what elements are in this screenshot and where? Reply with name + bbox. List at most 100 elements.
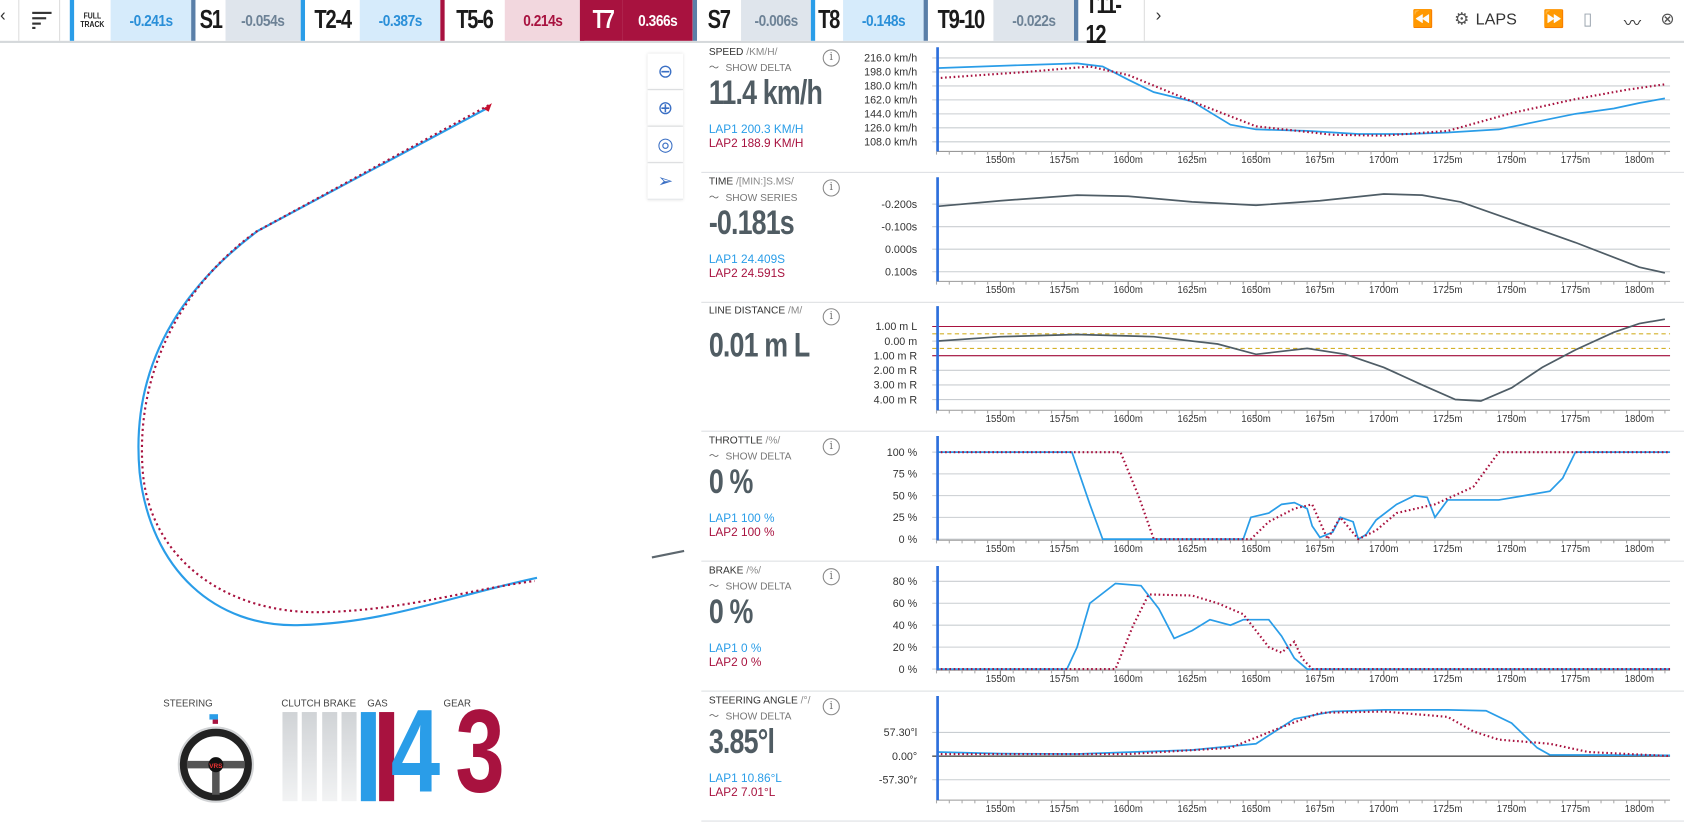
- info-icon[interactable]: i: [822, 308, 840, 326]
- fast-forward-icon[interactable]: ⏩: [1543, 10, 1565, 29]
- chevron-left-icon[interactable]: ‹: [0, 6, 6, 25]
- lap1-value: LAP1 0 %: [708, 642, 762, 655]
- x-tick-label: 1800m: [1625, 674, 1655, 685]
- current-value: 0 %: [708, 461, 754, 501]
- x-tick-label: 1775m: [1561, 803, 1591, 814]
- track-map[interactable]: [0, 43, 644, 687]
- panel-line-distance: LINE DISTANCE /M/0.01 m L i 1.00 m L 0.00 m…: [701, 302, 1684, 433]
- sector-delta[interactable]: -0.054s: [225, 0, 301, 41]
- delta-value: -0.054s: [241, 11, 286, 30]
- toggle-label: SHOW DELTA: [725, 62, 792, 75]
- y-tick-label: 0.100s: [885, 266, 917, 278]
- panel-label: TIME: [708, 175, 734, 188]
- zoom-out-button[interactable]: ⊖: [647, 53, 684, 91]
- laps-button[interactable]: LAPS: [1475, 10, 1517, 29]
- car-position-marker: [483, 103, 492, 112]
- compass-button[interactable]: ◎: [647, 126, 684, 164]
- sector-name: T7: [593, 5, 615, 35]
- close-circle-icon[interactable]: ⊗: [1660, 10, 1675, 29]
- x-tick-label: 1575m: [1050, 803, 1080, 814]
- zoom-in-button[interactable]: ⊕: [647, 90, 684, 127]
- lap1-trace: [137, 106, 538, 627]
- info-icon[interactable]: i: [822, 179, 840, 197]
- panel-unit: /%/: [746, 564, 762, 577]
- x-tick-label: 1600m: [1113, 285, 1143, 296]
- x-tick-label: 1675m: [1305, 155, 1335, 166]
- full-track-button[interactable]: FULL TRACK: [69, 0, 111, 41]
- sector-delta[interactable]: 0.366s: [622, 0, 693, 41]
- map-icon[interactable]: ▯: [1583, 10, 1593, 29]
- info-icon[interactable]: i: [822, 567, 840, 586]
- full-track-delta[interactable]: -0.241s: [110, 0, 192, 41]
- sector-t5-6[interactable]: T5-6: [440, 0, 505, 41]
- brake-bar-lap2: [341, 712, 357, 802]
- map-scale-line: [651, 549, 685, 559]
- gas-label: GAS: [367, 698, 388, 709]
- sector-delta[interactable]: -0.022s: [993, 0, 1074, 41]
- y-tick-label: 2.00 m R: [874, 366, 918, 378]
- show-toggle[interactable]: 〜 SHOW DELTA: [709, 59, 792, 74]
- info-icon[interactable]: i: [822, 438, 840, 456]
- chart[interactable]: 100 % 75 % 50 % 25 % 0 % 1550m 1575m 1600m 1625m…: [701, 432, 1684, 561]
- chart[interactable]: 216.0 km/h 198.0 km/h 180.0 km/h 162.0 km/h…: [701, 43, 1684, 172]
- x-tick-label: 1775m: [1561, 285, 1591, 296]
- sector-t11-12[interactable]: T11-12: [1073, 0, 1144, 49]
- sector-name: T2-4: [314, 5, 352, 35]
- show-toggle[interactable]: 〜 SHOW DELTA: [709, 578, 792, 593]
- panel-brake: BRAKE /%/〜 SHOW DELTA 0 % LAP1 0 % LAP2 0 % i…: [701, 561, 1684, 692]
- show-toggle[interactable]: 〜 SHOW DELTA: [709, 448, 792, 463]
- chart[interactable]: 57.30°l 0.00° -57.30°r 1550m 1575m 1600m 1625m…: [701, 691, 1684, 820]
- panel-title: STEERING ANGLE /°/: [709, 694, 811, 706]
- sector-delta[interactable]: -0.006s: [741, 0, 811, 41]
- x-tick-label: 1575m: [1050, 155, 1080, 166]
- chart-line-icon[interactable]: 〰: [1623, 15, 1642, 34]
- x-tick-label: 1725m: [1433, 674, 1463, 685]
- chart[interactable]: 80 % 60 % 40 % 20 % 0 % 1550m 1575m 1600m 1625m 1…: [701, 561, 1684, 690]
- rewind-icon[interactable]: ⏪: [1412, 10, 1434, 29]
- sector-t8[interactable]: T8: [810, 0, 844, 41]
- info-icon[interactable]: i: [822, 49, 840, 67]
- x-tick-label: 1750m: [1497, 544, 1527, 555]
- panel-title: LINE DISTANCE /M/: [709, 305, 802, 317]
- y-tick-label: 4.00 m R: [874, 395, 918, 407]
- x-tick-label: 1600m: [1113, 674, 1143, 685]
- info-icon[interactable]: i: [822, 697, 840, 715]
- x-tick-label: 1775m: [1561, 544, 1591, 555]
- sector-t2-4[interactable]: T2-4: [300, 0, 360, 41]
- show-toggle[interactable]: 〜 SHOW SERIES: [709, 189, 798, 204]
- sector-s1[interactable]: S1: [191, 0, 226, 41]
- delta-series: [936, 318, 1666, 403]
- panel-label: LINE DISTANCE: [708, 305, 786, 318]
- chevron-right-icon[interactable]: ›: [1155, 6, 1162, 25]
- x-tick-label: 1700m: [1369, 544, 1399, 555]
- panel-steering-angle: STEERING ANGLE /°/ 〜 SHOW DELTA 3.85°l LAP1 …: [701, 691, 1684, 822]
- sort-lines-icon[interactable]: [32, 11, 53, 30]
- gear-icon[interactable]: ⚙: [1454, 10, 1470, 29]
- x-tick-label: 1800m: [1625, 803, 1655, 814]
- chart[interactable]: 1.00 m L 0.00 m 1.00 m R 2.00 m R 3.00 m R 4.…: [701, 302, 1684, 431]
- sector-delta[interactable]: -0.148s: [843, 0, 924, 41]
- y-tick-label: 60 %: [893, 598, 918, 610]
- sector-delta[interactable]: -0.387s: [359, 0, 441, 41]
- chart[interactable]: -0.200s -0.100s 0.000s 0.100s 1550m 1575m 1600…: [701, 173, 1684, 302]
- sector-s7[interactable]: S7: [692, 0, 742, 41]
- locate-arrow-button[interactable]: ➢: [647, 163, 684, 200]
- delta-series: [936, 192, 1666, 274]
- x-tick-label: 1675m: [1305, 414, 1335, 425]
- x-tick-label: 1600m: [1113, 414, 1143, 425]
- sector-delta[interactable]: 0.214s: [504, 0, 580, 41]
- y-tick-label: 20 %: [893, 642, 918, 654]
- x-tick-label: 1650m: [1241, 414, 1271, 425]
- steering-label: STEERING: [163, 698, 213, 709]
- lap1-series: [936, 62, 1666, 135]
- current-value: 11.4 km/h: [708, 73, 823, 112]
- sector-t7[interactable]: T7: [579, 0, 623, 41]
- y-tick-label: 3.00 m R: [874, 380, 918, 392]
- show-toggle[interactable]: 〜 SHOW DELTA: [709, 707, 792, 722]
- trend-icon: 〜: [708, 710, 720, 723]
- toggle-label: SHOW DELTA: [725, 451, 792, 463]
- panel-title: TIME /[MIN:]S.MS/: [709, 176, 794, 188]
- sector-t9-10[interactable]: T9-10: [923, 0, 994, 41]
- delta-value: 0.214s: [522, 11, 563, 30]
- y-tick-label: 0.000s: [885, 244, 917, 256]
